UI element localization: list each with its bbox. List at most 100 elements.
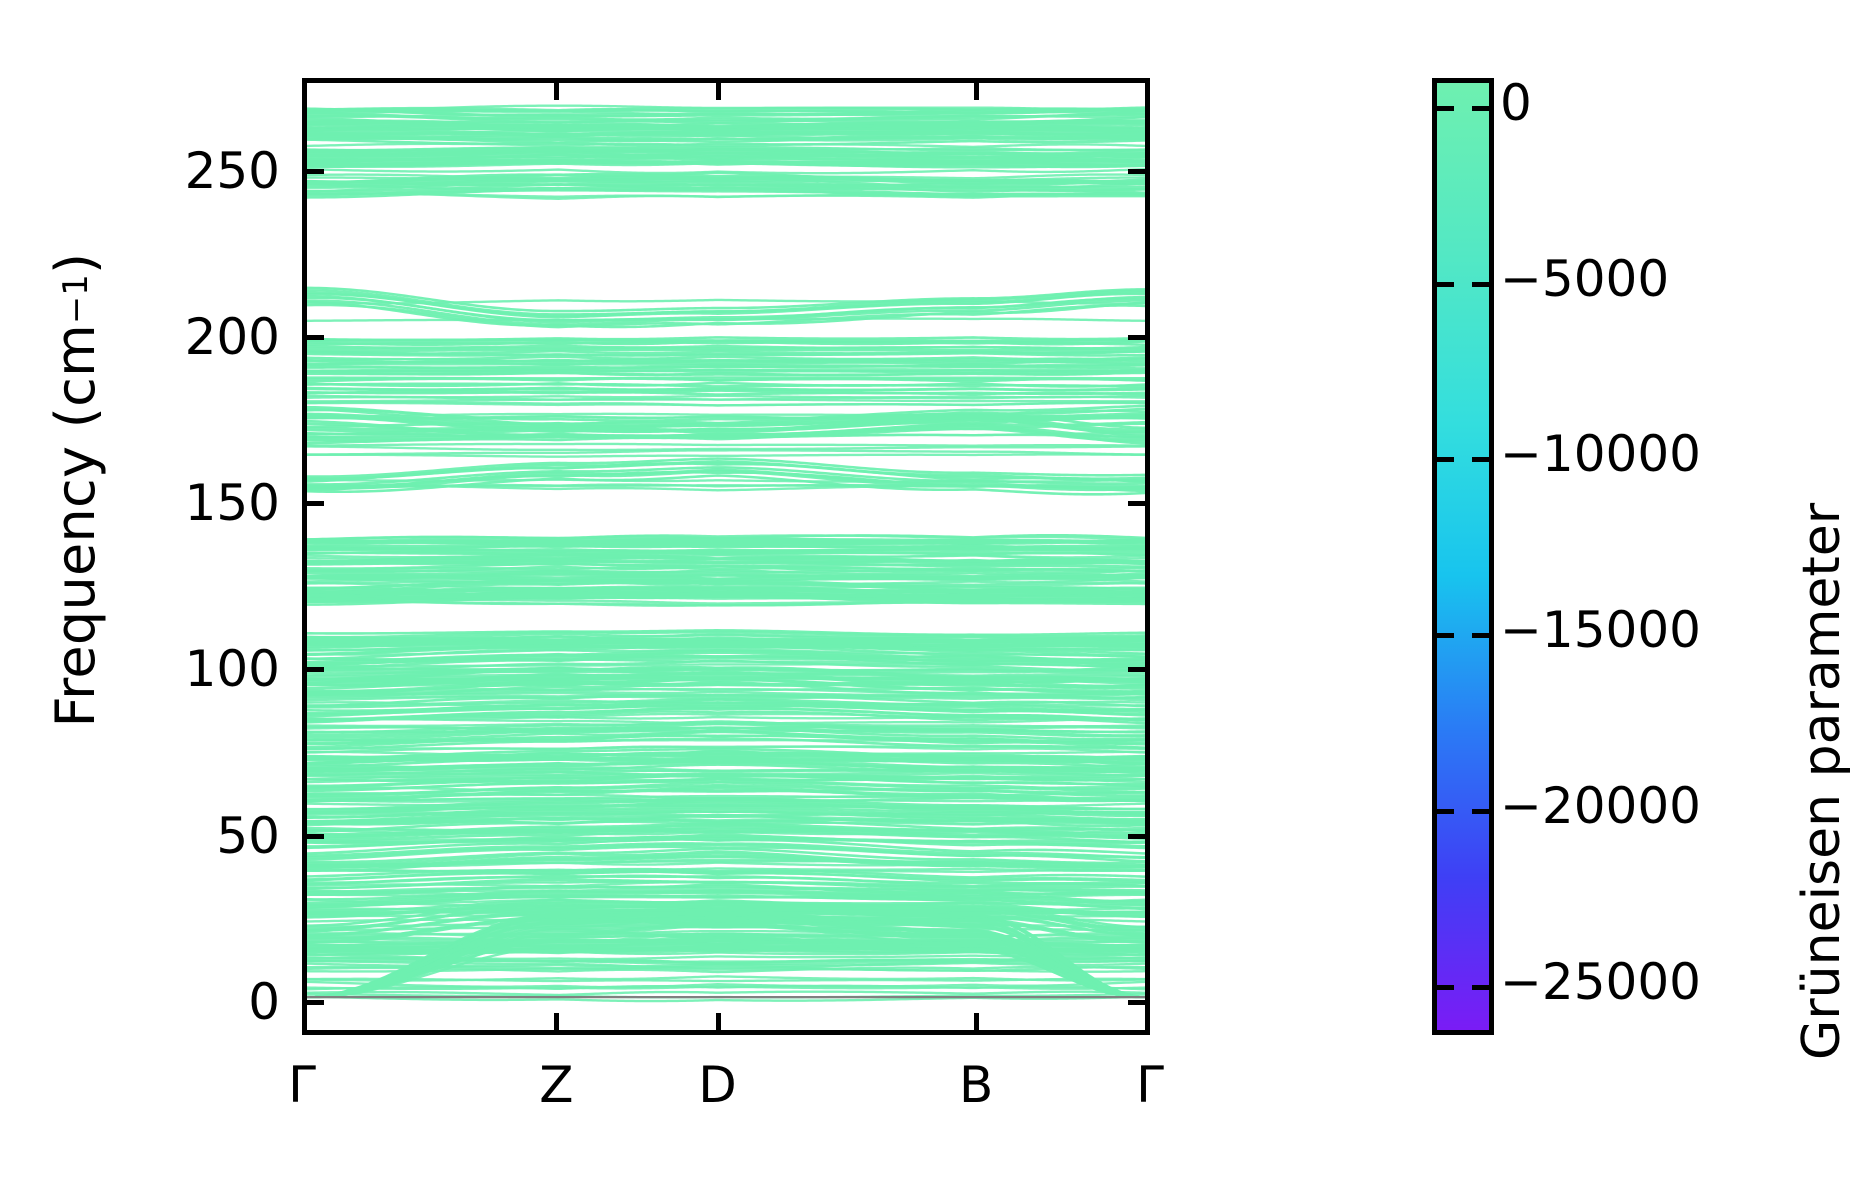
x-tick-mark (974, 1013, 980, 1035)
x-tick-mark (302, 78, 307, 100)
phonon-band-line (307, 142, 1145, 149)
phonon-band-line (307, 300, 1145, 329)
y-tick-mark (1128, 999, 1150, 1005)
phonon-band-line (307, 753, 1145, 761)
colorbar-tick-label: 0 (1500, 73, 1532, 132)
phonon-band-line (307, 358, 1145, 366)
phonon-band-line (307, 581, 1145, 590)
phonon-band-line (307, 828, 1145, 836)
phonon-band-line (307, 667, 1145, 675)
phonon-band-line (307, 459, 1145, 480)
phonon-band-line (307, 792, 1145, 800)
phonon-band-line (307, 363, 1145, 368)
phonon-band-line (307, 106, 1145, 115)
phonon-band-line (307, 712, 1145, 722)
phonon-band-line (307, 641, 1145, 647)
phonon-band-line (307, 189, 1145, 196)
phonon-band-line (307, 975, 1145, 982)
phonon-band-line (307, 557, 1145, 564)
phonon-band-line (307, 726, 1145, 732)
x-tick-mark (715, 78, 721, 100)
phonon-band-line (307, 820, 1145, 827)
phonon-band-line (307, 729, 1145, 734)
phonon-band-line (307, 672, 1145, 678)
y-tick-mark (302, 667, 324, 673)
phonon-band-line (307, 587, 1145, 594)
phonon-band-line (307, 785, 1145, 793)
phonon-band-line (307, 182, 1145, 192)
phonon-band-line (307, 763, 1145, 773)
phonon-band-line (307, 715, 1145, 721)
phonon-band-line (307, 433, 1145, 439)
phonon-band-line (307, 874, 1145, 885)
phonon-band-line (307, 687, 1145, 696)
phonon-band-line (307, 298, 1145, 305)
phonon-band-line (307, 381, 1145, 388)
phonon-band-line (307, 442, 1145, 447)
colorbar-tick-label: −25000 (1500, 953, 1701, 1012)
phonon-band-line (307, 559, 1145, 568)
phonon-band-line (307, 483, 1145, 492)
phonon-band-line (307, 842, 1145, 859)
phonon-band-line (307, 400, 1145, 407)
phonon-band-line (307, 647, 1145, 657)
x-tick-mark (715, 1013, 721, 1035)
phonon-band-line (307, 912, 1145, 999)
phonon-band-line (307, 407, 1145, 427)
x-tick-label: Γ (288, 1056, 316, 1114)
phonon-band-line (307, 907, 1145, 912)
phonon-band-line (307, 632, 1145, 640)
colorbar-tick-mark (1472, 105, 1489, 111)
y-tick-mark (1128, 501, 1150, 507)
colorbar-tick-mark (1437, 633, 1454, 639)
phonon-band-line (307, 898, 1145, 907)
phonon-band-line (307, 745, 1145, 750)
phonon-band-line (307, 888, 1145, 896)
phonon-band-line (307, 773, 1145, 781)
phonon-band-line (307, 575, 1145, 581)
colorbar-tick-mark (1437, 105, 1454, 111)
y-tick-mark (1128, 169, 1150, 175)
phonon-band-line (307, 348, 1145, 353)
colorbar-tick-mark (1472, 457, 1489, 463)
y-tick-mark (1128, 335, 1150, 341)
plot-axes (302, 78, 1150, 1035)
phonon-band-line (307, 336, 1145, 342)
phonon-band-line (307, 980, 1145, 989)
colorbar-label: Grüneisen parameter (1790, 60, 1854, 1060)
phonon-band-line (307, 827, 1145, 835)
phonon-band-line (307, 700, 1145, 710)
phonon-band-line (307, 812, 1145, 819)
colorbar-tick-mark (1437, 809, 1454, 815)
x-tick-label: B (959, 1056, 994, 1114)
phonon-band-line (307, 721, 1145, 728)
phonon-band-line (307, 414, 1145, 420)
phonon-band-line (307, 995, 1145, 1003)
phonon-band-line (307, 551, 1145, 561)
phonon-band-line (307, 339, 1145, 344)
phonon-band-line (307, 600, 1145, 607)
phonon-band-line (307, 858, 1145, 867)
x-tick-mark (1145, 78, 1150, 100)
colorbar-tick-label: −5000 (1500, 249, 1670, 308)
phonon-band-line (307, 689, 1145, 697)
phonon-band-line (307, 677, 1145, 688)
phonon-band-line (307, 703, 1145, 716)
phonon-band-line (307, 161, 1145, 169)
phonon-band-line (307, 445, 1145, 452)
phonon-band-line (307, 294, 1145, 322)
colorbar-tick-label: −15000 (1500, 601, 1701, 660)
y-tick-label: 0 (248, 972, 280, 1031)
colorbar-tick-mark (1437, 281, 1454, 287)
x-tick-mark (554, 1013, 560, 1035)
x-tick-label: Z (539, 1056, 574, 1114)
phonon-band-line (307, 355, 1145, 361)
phonon-band-line (307, 127, 1145, 133)
y-tick-mark (302, 999, 324, 1005)
x-tick-label: Γ (1136, 1056, 1164, 1114)
colorbar-tick-mark (1472, 985, 1489, 991)
phonon-band-line (307, 890, 1145, 899)
phonon-band-line (307, 369, 1145, 375)
y-tick-label: 250 (184, 142, 280, 201)
